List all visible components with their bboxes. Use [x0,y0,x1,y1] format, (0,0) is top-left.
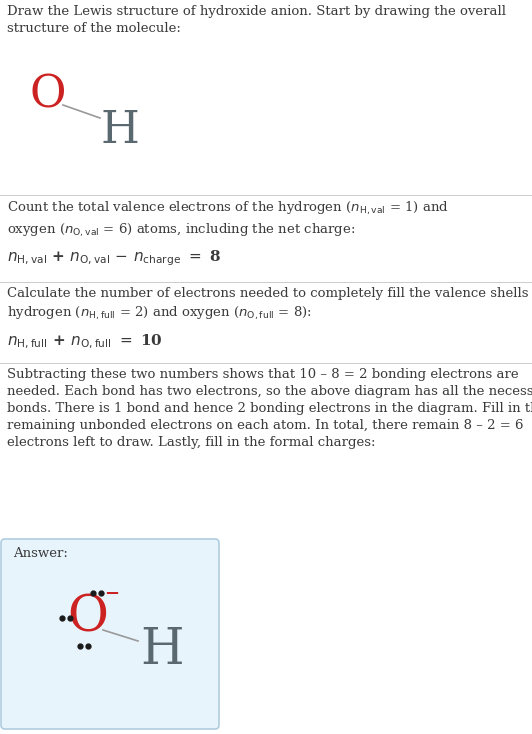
FancyBboxPatch shape [1,539,219,729]
Text: Draw the Lewis structure of hydroxide anion. Start by drawing the overall
struct: Draw the Lewis structure of hydroxide an… [7,5,506,35]
Text: Count the total valence electrons of the hydrogen ($n_{\rm H,val}$ = 1) and
oxyg: Count the total valence electrons of the… [7,200,449,239]
Text: Answer:: Answer: [13,547,68,560]
Text: Calculate the number of electrons needed to completely fill the valence shells f: Calculate the number of electrons needed… [7,287,532,322]
Text: $n_{\rm H,full}$ + $n_{\rm O,full}$ $=$ 10: $n_{\rm H,full}$ + $n_{\rm O,full}$ $=$ … [7,333,163,352]
Text: $n_{\rm H,val}$ + $n_{\rm O,val}$ $-$ $n_{\rm charge}$ $=$ 8: $n_{\rm H,val}$ + $n_{\rm O,val}$ $-$ $n… [7,248,221,268]
Text: O: O [68,593,109,643]
Text: H: H [140,625,184,675]
Text: H: H [101,109,139,152]
Text: Subtracting these two numbers shows that 10 – 8 = 2 bonding electrons are
needed: Subtracting these two numbers shows that… [7,368,532,449]
Text: O: O [30,73,66,117]
Text: −: − [104,585,120,603]
